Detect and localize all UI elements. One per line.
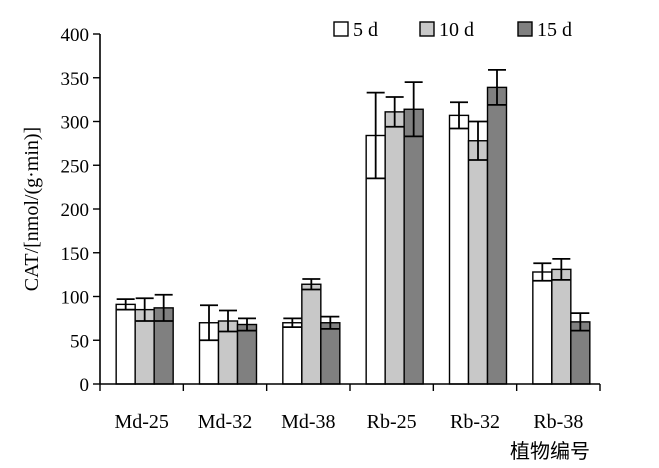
category-label: Md-38 (281, 411, 335, 433)
y-axis-ticks: 0 50 100 150 200 250 300 350 400 (61, 25, 100, 396)
error-bars (116, 68, 590, 342)
legend-swatch (333, 21, 349, 37)
y-tick-label: 0 (80, 375, 90, 396)
bar (532, 271, 553, 385)
legend-swatch (419, 21, 435, 37)
category-label: Rb-32 (450, 411, 500, 433)
y-tick-label: 100 (61, 288, 90, 309)
y-tick-label: 50 (70, 331, 89, 352)
bar (115, 303, 136, 385)
y-axis-title: CAT/[nmol/(g·min)] (21, 127, 43, 291)
y-tick-label: 150 (61, 244, 90, 265)
x-axis-title: 植物编号 (510, 440, 590, 463)
category-label: Rb-25 (367, 411, 417, 433)
legend-swatch (517, 21, 533, 37)
y-tick-label: 200 (61, 200, 90, 221)
bar (384, 111, 405, 385)
bar (236, 323, 258, 385)
bar (320, 322, 341, 385)
legend: 5 d 10 d 15 d (333, 19, 572, 41)
category-label: Md-32 (198, 411, 252, 433)
y-tick-label: 350 (61, 69, 90, 90)
x-axis-ticks (99, 384, 601, 391)
legend-label: 5 d (353, 19, 378, 41)
bar (448, 114, 470, 385)
legend-label: 15 d (537, 19, 572, 41)
category-label: Md-25 (114, 411, 168, 433)
bars (115, 86, 591, 385)
legend-label: 10 d (439, 19, 474, 41)
bar (301, 283, 322, 385)
y-tick-label: 250 (61, 156, 90, 177)
bar (486, 86, 508, 385)
y-tick-label: 300 (61, 113, 90, 134)
x-axis-labels: Md-25 Md-32 Md-38 Rb-25 Rb-32 Rb-38 (114, 411, 583, 433)
bar (467, 140, 489, 385)
y-tick-label: 400 (61, 25, 90, 46)
bar (403, 108, 424, 385)
bar (282, 322, 303, 385)
bar (551, 268, 572, 385)
category-label: Rb-38 (533, 411, 583, 433)
